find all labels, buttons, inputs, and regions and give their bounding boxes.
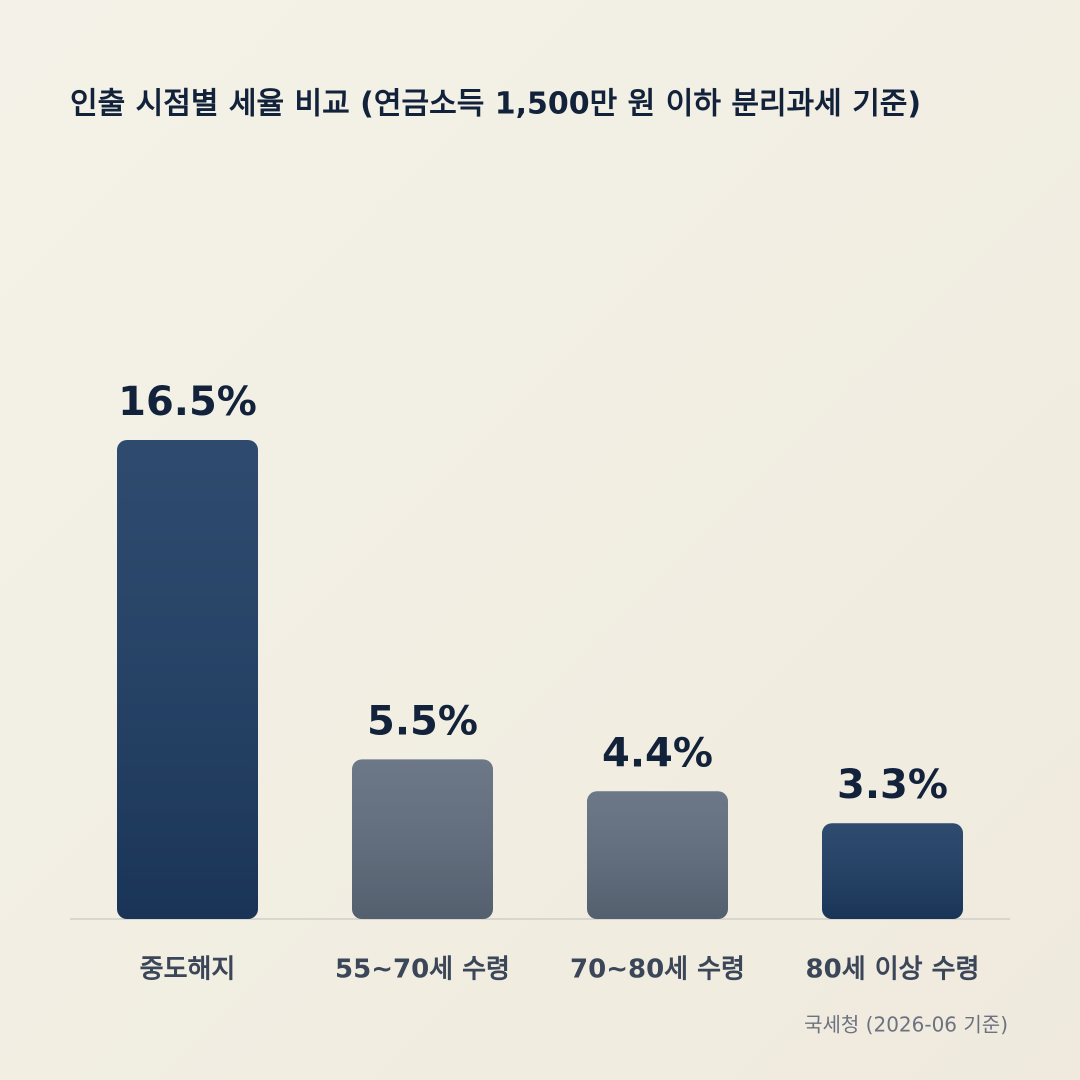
chart-title: 인출 시점별 세율 비교 (연금소득 1,500만 원 이하 분리과세 기준) [70,87,921,122]
value-label: 5.5% [367,698,478,744]
source-note: 국세청 (2026-06 기준) [804,1013,1008,1037]
value-label: 16.5% [118,379,257,425]
bar-shade [822,823,963,919]
value-label: 3.3% [837,762,948,808]
bar-shade [117,440,258,919]
x-tick-label: 80세 이상 수령 [806,955,980,985]
x-tick-label: 55~70세 수령 [335,955,510,985]
bar-shade [587,791,728,919]
value-label: 4.4% [602,730,713,776]
x-tick-label: 중도해지 [140,955,236,985]
bar-shade [352,759,493,919]
x-tick-label: 70~80세 수령 [570,955,745,985]
